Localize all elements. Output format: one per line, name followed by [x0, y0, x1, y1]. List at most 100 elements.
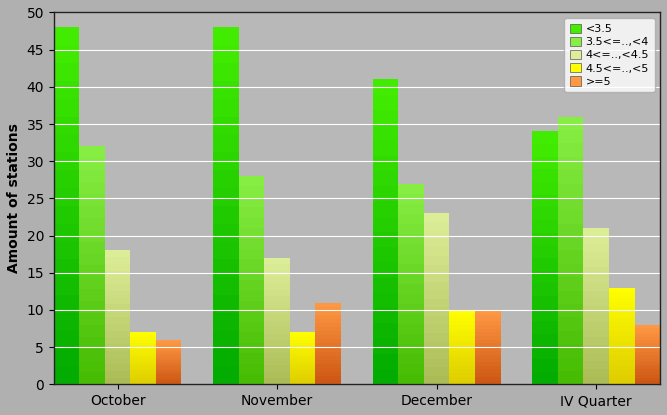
Bar — [558, 130, 584, 143]
Bar — [79, 158, 105, 170]
Bar — [131, 353, 156, 356]
Bar — [609, 293, 634, 297]
Bar — [315, 327, 341, 331]
Bar — [398, 284, 424, 294]
Bar — [424, 359, 450, 367]
Bar — [264, 327, 290, 334]
Bar — [475, 344, 500, 347]
Bar — [105, 371, 131, 378]
Bar — [398, 224, 424, 234]
Bar — [79, 313, 105, 325]
Bar — [634, 352, 660, 354]
Bar — [79, 277, 105, 289]
Bar — [475, 325, 500, 329]
Bar — [398, 304, 424, 314]
Bar — [532, 157, 558, 169]
Bar — [264, 315, 290, 321]
Bar — [315, 347, 341, 352]
Bar — [609, 302, 634, 307]
Bar — [532, 232, 558, 245]
Bar — [424, 308, 450, 316]
Bar — [558, 317, 584, 331]
Bar — [373, 125, 398, 140]
Bar — [475, 377, 500, 381]
Bar — [264, 264, 290, 271]
Bar — [264, 340, 290, 347]
Bar — [450, 373, 475, 377]
Bar — [79, 325, 105, 337]
Bar — [264, 334, 290, 340]
Bar — [532, 372, 558, 384]
Bar — [156, 362, 181, 364]
Bar — [609, 365, 634, 370]
Bar — [398, 334, 424, 344]
Bar — [398, 374, 424, 384]
Bar — [634, 349, 660, 352]
Bar — [264, 258, 290, 264]
Bar — [634, 334, 660, 337]
Bar — [315, 368, 341, 372]
Bar — [105, 271, 131, 277]
Bar — [424, 230, 450, 239]
Bar — [398, 314, 424, 324]
Bar — [105, 358, 131, 364]
Bar — [558, 358, 584, 371]
Bar — [105, 277, 131, 284]
Bar — [373, 201, 398, 217]
Bar — [156, 376, 181, 378]
Bar — [264, 347, 290, 353]
Bar — [634, 331, 660, 334]
Bar — [156, 364, 181, 366]
Bar — [373, 95, 398, 110]
Bar — [532, 347, 558, 359]
Bar — [634, 364, 660, 366]
Bar — [424, 239, 450, 247]
Bar — [475, 347, 500, 351]
Bar — [54, 313, 79, 331]
Bar — [213, 242, 239, 259]
Bar — [424, 247, 450, 256]
Bar — [156, 378, 181, 380]
Bar — [264, 359, 290, 365]
Bar — [373, 354, 398, 369]
Bar — [239, 280, 264, 290]
Bar — [213, 134, 239, 152]
Bar — [239, 186, 264, 197]
Bar — [584, 290, 609, 298]
Bar — [131, 382, 156, 384]
Bar — [315, 315, 341, 319]
Bar — [213, 188, 239, 206]
Bar — [54, 349, 79, 366]
Bar — [398, 254, 424, 264]
Bar — [609, 360, 634, 365]
Bar — [424, 325, 450, 333]
Bar — [105, 337, 131, 344]
Bar — [213, 117, 239, 134]
Bar — [54, 242, 79, 259]
Bar — [79, 194, 105, 206]
Bar — [558, 197, 584, 210]
Bar — [290, 382, 315, 384]
Bar — [373, 171, 398, 186]
Bar — [475, 373, 500, 377]
Bar — [475, 336, 500, 340]
Bar — [609, 297, 634, 302]
Bar — [54, 188, 79, 206]
Bar — [105, 331, 131, 337]
Bar — [475, 354, 500, 358]
Bar — [609, 379, 634, 384]
Bar — [156, 351, 181, 353]
Bar — [79, 289, 105, 301]
Bar — [315, 372, 341, 376]
Bar — [609, 336, 634, 341]
Bar — [424, 282, 450, 290]
Bar — [475, 329, 500, 332]
Bar — [290, 379, 315, 382]
Bar — [373, 232, 398, 247]
Bar — [264, 321, 290, 327]
Bar — [131, 366, 156, 369]
Bar — [131, 335, 156, 337]
Bar — [398, 354, 424, 364]
Bar — [634, 381, 660, 384]
Bar — [239, 311, 264, 322]
